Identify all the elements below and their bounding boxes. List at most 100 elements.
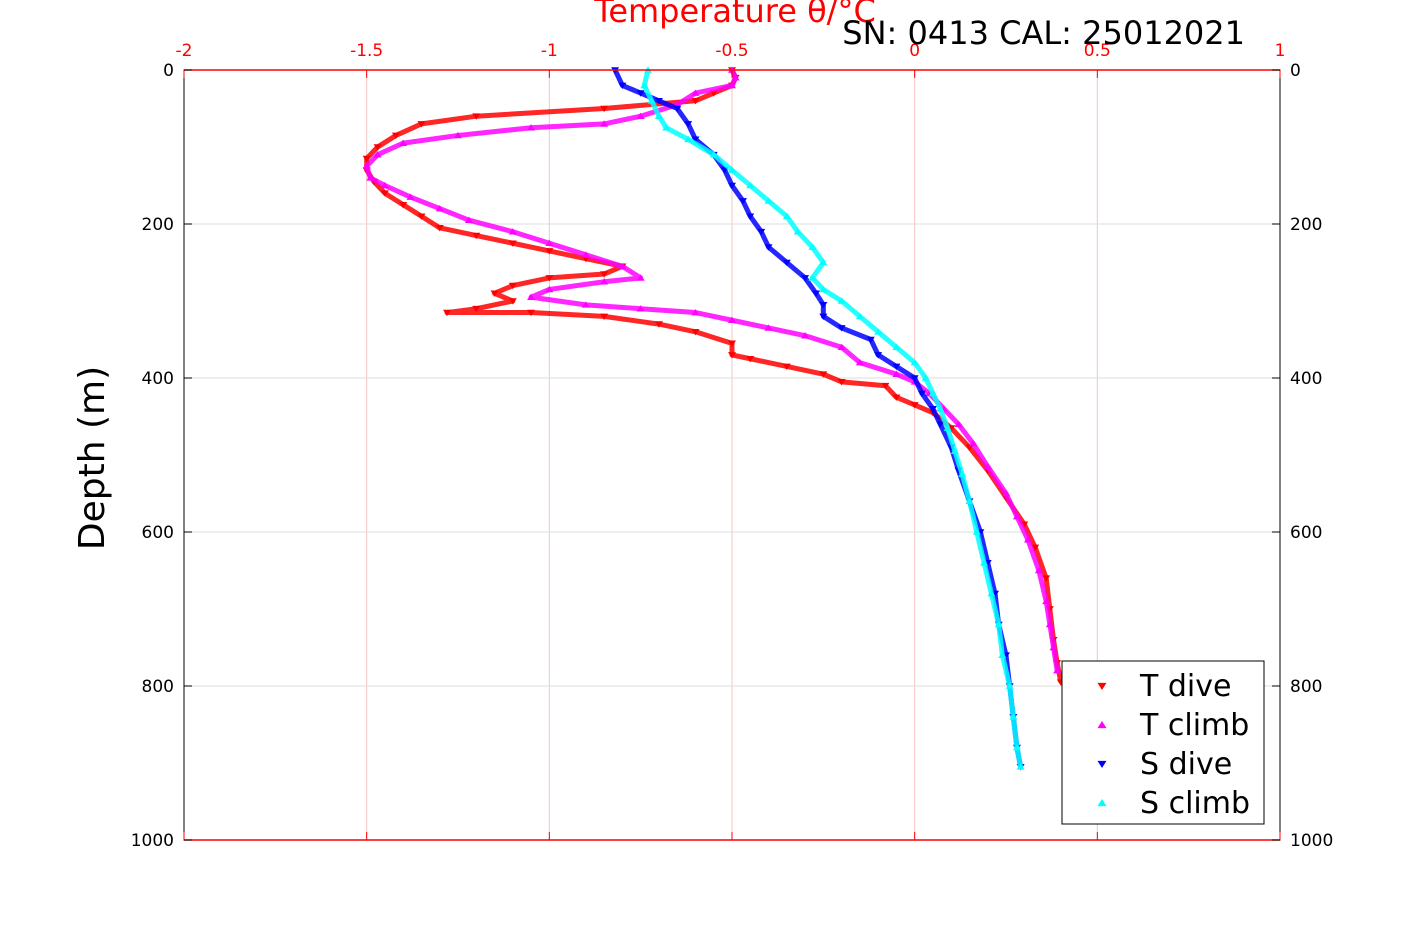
- data-point: [764, 324, 773, 331]
- data-point: [636, 90, 645, 97]
- legend-label: S climb: [1140, 786, 1250, 821]
- data-point: [972, 528, 981, 535]
- x-tick-label: -1: [541, 41, 558, 61]
- data-point: [527, 293, 536, 300]
- data-point: [881, 382, 890, 390]
- data-point: [654, 98, 663, 105]
- legend-marker: [1097, 760, 1107, 769]
- data-point: [1031, 544, 1040, 551]
- data-point: [728, 340, 736, 347]
- series-s-climb: [640, 66, 1025, 770]
- data-point: [819, 371, 828, 378]
- data-point: [472, 305, 481, 313]
- data-point: [728, 352, 736, 359]
- data-point: [874, 328, 883, 335]
- y-tick-label-right: 0: [1290, 61, 1301, 81]
- data-point: [1005, 682, 1014, 689]
- data-point: [837, 379, 846, 386]
- data-point: [464, 216, 473, 223]
- data-point: [965, 497, 974, 504]
- data-point: [640, 81, 649, 89]
- data-point: [399, 201, 408, 209]
- data-point: [801, 275, 810, 282]
- data-point: [399, 139, 408, 146]
- data-point: [508, 240, 517, 247]
- data-point: [921, 374, 930, 381]
- data-point: [910, 375, 919, 382]
- data-point: [746, 355, 755, 363]
- data-point: [443, 309, 452, 317]
- series-s-dive: [611, 67, 1025, 771]
- y-tick-label-left: 400: [142, 369, 174, 389]
- data-layer: [362, 66, 1065, 771]
- data-point: [373, 151, 382, 158]
- data-point: [819, 313, 828, 320]
- legend-marker: [1097, 798, 1107, 807]
- data-point: [892, 394, 901, 401]
- legend: T dive T climb S dive S climb: [1061, 660, 1265, 825]
- data-point: [936, 421, 945, 428]
- data-point: [662, 124, 671, 131]
- data-point: [793, 228, 802, 235]
- data-point: [600, 271, 609, 278]
- y-tick-label-right: 400: [1290, 369, 1322, 389]
- data-point: [1034, 566, 1043, 574]
- x-tick-label: -1.5: [350, 41, 383, 61]
- data-point: [691, 136, 700, 143]
- y-tick-label-right: 1000: [1290, 831, 1333, 851]
- series-t-dive: [362, 67, 1065, 686]
- data-point: [636, 305, 645, 312]
- data-point: [709, 151, 718, 158]
- data-point: [983, 462, 992, 470]
- data-point: [527, 124, 536, 131]
- data-point: [837, 297, 846, 304]
- y-tick-label-right: 600: [1290, 523, 1322, 543]
- data-point: [866, 336, 875, 344]
- y-tick-label-left: 1000: [131, 831, 174, 851]
- y-tick-label-left: 600: [142, 523, 174, 543]
- series-trace: [612, 68, 1024, 768]
- data-point: [600, 105, 609, 113]
- data-point: [636, 112, 645, 119]
- data-point: [654, 321, 663, 328]
- legend-label: T climb: [1139, 708, 1249, 743]
- data-point: [943, 424, 952, 431]
- data-point: [837, 343, 846, 350]
- data-point: [738, 198, 747, 205]
- y-tick-label-right: 800: [1290, 677, 1322, 697]
- x-tick-label: 0.5: [1084, 41, 1111, 61]
- data-point: [417, 213, 426, 220]
- chart-title: Temperature θ/°C: [593, 0, 876, 30]
- data-point: [391, 132, 400, 140]
- y-tick-label-left: 800: [142, 677, 174, 697]
- data-point: [406, 193, 415, 200]
- data-point: [782, 259, 791, 267]
- data-point: [855, 312, 864, 320]
- data-point: [380, 190, 389, 197]
- data-point: [435, 225, 444, 232]
- data-point: [691, 308, 700, 316]
- data-point: [684, 121, 693, 128]
- x-tick-label: 1: [1275, 41, 1286, 61]
- data-point: [928, 406, 937, 413]
- series-trace: [364, 68, 1064, 683]
- data-point: [728, 182, 736, 190]
- data-point: [373, 144, 382, 151]
- data-point: [508, 298, 517, 305]
- data-point: [508, 228, 517, 235]
- data-point: [362, 162, 371, 170]
- data-point: [936, 405, 945, 412]
- data-point: [892, 370, 901, 377]
- data-point: [380, 181, 389, 189]
- data-point: [998, 651, 1007, 658]
- data-point: [545, 239, 554, 247]
- data-point: [618, 262, 627, 270]
- data-point: [746, 181, 755, 189]
- data-point: [910, 359, 919, 366]
- series-trace: [641, 69, 1024, 768]
- data-point: [728, 316, 736, 324]
- data-point: [600, 120, 609, 127]
- data-point: [987, 590, 996, 597]
- data-point: [892, 343, 901, 350]
- data-point: [731, 74, 740, 81]
